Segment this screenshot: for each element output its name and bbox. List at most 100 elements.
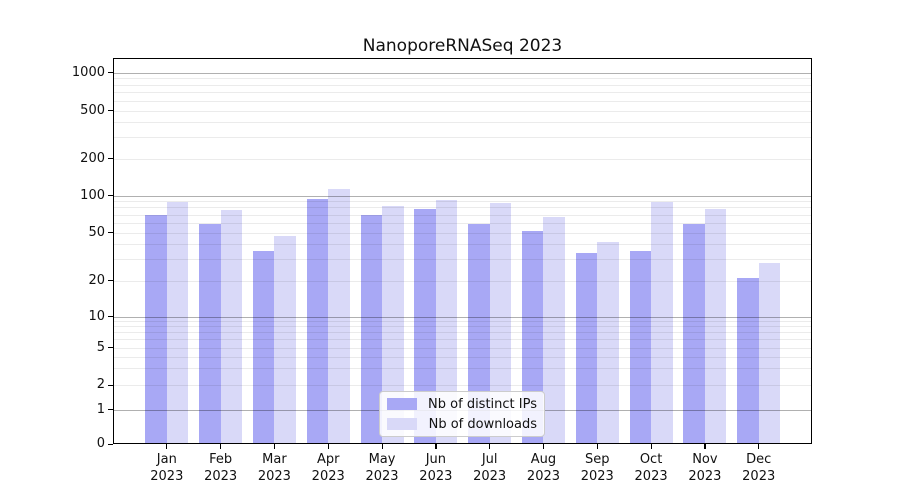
bar-ips-feb: [199, 223, 221, 444]
ytick-50: [108, 232, 113, 234]
xtick-jun: [435, 444, 437, 449]
ytick-label-50: 50: [88, 224, 105, 240]
bar-downloads-may: [382, 206, 404, 444]
gridline-y-20: [113, 280, 812, 282]
ytick-1: [108, 409, 113, 411]
ytick-20: [108, 280, 113, 282]
gridline-y-400: [113, 122, 812, 124]
ytick-label-500: 500: [80, 102, 105, 118]
gridline-y-50: [113, 232, 812, 234]
bar-ips-may: [360, 214, 383, 444]
xtick-label-jun: Jun 2023: [419, 452, 453, 484]
gridline-y-60: [113, 222, 812, 224]
ytick-label-10: 10: [88, 308, 105, 324]
bar-ips-aug: [521, 231, 544, 444]
ytick-0: [108, 443, 113, 445]
xtick-label-nov: Nov 2023: [688, 452, 722, 484]
gridline-y-8: [113, 326, 812, 328]
bar-downloads-jul: [489, 202, 512, 444]
gridline-y-70: [113, 214, 812, 216]
gridline-y-6: [113, 339, 812, 341]
xtick-label-jan: Jan 2023: [150, 452, 184, 484]
gridline-y-3: [113, 368, 812, 370]
gridline-y-2: [113, 385, 812, 386]
xtick-nov: [704, 444, 706, 449]
ytick-label-0: 0: [96, 436, 105, 451]
bar-ips-mar: [252, 251, 275, 444]
ytick-200: [108, 158, 113, 160]
ytick-label-20: 20: [88, 272, 105, 288]
bar-ips-jan: [145, 214, 167, 444]
plot-area: [113, 58, 812, 444]
gridline-y-major-100: [113, 195, 812, 197]
gridline-y-800: [113, 84, 812, 86]
bar-downloads-oct: [651, 202, 673, 444]
ytick-label-200: 200: [80, 150, 105, 166]
xtick-label-sep: Sep 2023: [580, 452, 614, 484]
gridline-y-5: [113, 347, 812, 349]
bar-downloads-aug: [543, 216, 565, 444]
gridline-y-major-10: [113, 316, 812, 318]
bar-downloads-jun: [435, 199, 458, 444]
legend-item-distinct-ips: Nb of distinct IPs: [387, 396, 537, 413]
gridline-y-4: [113, 356, 812, 358]
xtick-jul: [489, 444, 491, 449]
bar-ips-jun: [414, 208, 436, 444]
ytick-100: [108, 195, 113, 197]
ytick-2: [108, 384, 113, 386]
gridline-y-7: [113, 332, 812, 334]
ytick-label-1000: 1000: [71, 64, 105, 80]
xtick-label-jul: Jul 2023: [473, 452, 507, 484]
xtick-dec: [758, 444, 760, 449]
bar-downloads-sep: [597, 241, 619, 444]
xtick-label-oct: Oct 2023: [634, 452, 668, 484]
legend-swatch-downloads: [387, 418, 417, 430]
bar-ips-sep: [575, 252, 598, 444]
gridline-y-900: [113, 78, 812, 80]
gridline-y-9: [113, 321, 812, 323]
xtick-label-aug: Aug 2023: [526, 452, 561, 484]
gridline-y-major-1000: [113, 72, 812, 74]
ytick-10: [108, 316, 113, 318]
legend-label-distinct-ips: Nb of distinct IPs: [428, 396, 537, 412]
bar-downloads-feb: [220, 210, 243, 444]
gridline-y-40: [113, 244, 812, 246]
xtick-sep: [596, 444, 598, 449]
gridline-y-300: [113, 137, 812, 139]
bar-downloads-dec: [758, 262, 781, 444]
bar-ips-nov: [683, 223, 705, 444]
bar-downloads-nov: [704, 208, 727, 444]
xtick-label-dec: Dec 2023: [742, 452, 776, 484]
bar-ips-apr: [306, 198, 329, 444]
bar-downloads-jan: [166, 202, 189, 444]
gridline-y-200: [113, 158, 812, 160]
gridline-y-80: [113, 207, 812, 209]
bar-ips-dec: [737, 277, 759, 444]
bar-downloads-apr: [328, 188, 350, 444]
xtick-label-may: May 2023: [365, 452, 399, 484]
gridline-y-500: [113, 110, 812, 112]
ytick-label-5: 5: [96, 339, 105, 355]
legend: Nb of distinct IPs Nb of downloads: [379, 391, 545, 437]
xtick-label-mar: Mar 2023: [257, 452, 291, 484]
xtick-feb: [220, 444, 222, 449]
bar-downloads-mar: [274, 235, 296, 444]
xtick-jan: [166, 444, 168, 449]
ytick-500: [108, 110, 113, 112]
xtick-oct: [650, 444, 652, 449]
legend-label-downloads: Nb of downloads: [428, 416, 537, 432]
legend-swatch-distinct-ips: [387, 398, 417, 410]
chart-title: NanoporeRNASeq 2023: [362, 36, 563, 56]
xtick-apr: [327, 444, 329, 449]
gridline-y-90: [113, 201, 812, 203]
xtick-mar: [273, 444, 276, 449]
gridline-y-600: [113, 100, 812, 102]
ytick-1000: [108, 72, 113, 74]
xtick-aug: [542, 444, 545, 449]
xtick-label-feb: Feb 2023: [204, 452, 238, 484]
xtick-label-apr: Apr 2023: [311, 452, 345, 484]
gridline-y-700: [113, 92, 812, 94]
legend-item-downloads: Nb of downloads: [387, 416, 537, 433]
ytick-label-1: 1: [96, 401, 105, 417]
